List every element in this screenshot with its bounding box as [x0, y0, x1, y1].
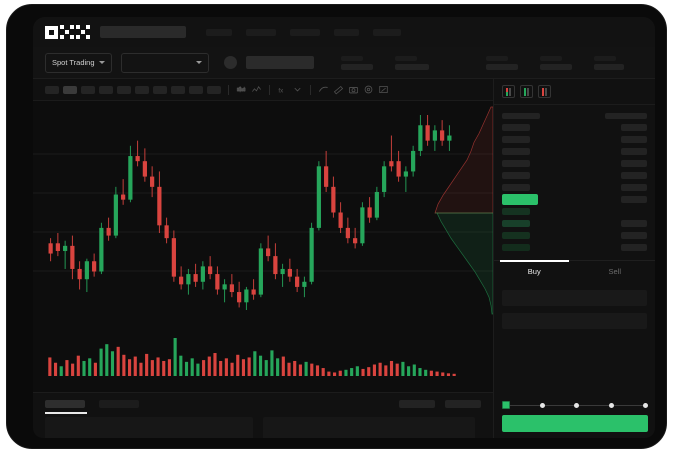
timeframe-button-6[interactable]	[135, 85, 149, 94]
orderbook-row-bid[interactable]	[502, 219, 647, 228]
timeframe-button-2[interactable]	[63, 85, 77, 94]
tab-open-orders[interactable]	[45, 400, 87, 414]
timeframe-button-4[interactable]	[99, 85, 113, 94]
candlestick-type-icon[interactable]	[236, 84, 247, 95]
stat-low	[485, 55, 518, 70]
candlestick-chart[interactable]	[33, 101, 493, 324]
tab-sell[interactable]: Sell	[575, 261, 656, 282]
timeframe-button-3[interactable]	[81, 85, 95, 94]
orderbook-column-headers	[502, 111, 647, 120]
chevron-down-icon	[98, 61, 105, 64]
step-0[interactable]	[502, 401, 510, 409]
order-form-tabs: Buy Sell	[494, 260, 655, 282]
tab-sell-label: Sell	[608, 267, 621, 276]
orders-empty-block-left	[45, 417, 253, 438]
indicators-icon[interactable]: fx	[277, 84, 288, 95]
trading-pair-selector[interactable]	[120, 52, 209, 73]
orderbook-row-ask[interactable]	[502, 123, 647, 132]
orderbook-row-bid[interactable]	[502, 243, 647, 252]
volume-chart[interactable]	[33, 324, 493, 392]
last-price-value	[245, 56, 314, 69]
svg-text:fx: fx	[278, 87, 284, 94]
action-hide-other-pairs[interactable]	[399, 400, 435, 408]
orderbook-view-bids-icon[interactable]	[520, 85, 533, 98]
spot-trading-selector[interactable]: Spot Trading	[45, 52, 112, 73]
toolbar-divider	[228, 84, 229, 95]
stat-volume-quote	[593, 55, 624, 70]
order-form-fields	[494, 282, 655, 337]
timeframe-button-10[interactable]	[207, 85, 221, 94]
place-buy-order-button[interactable]	[502, 415, 648, 432]
nav-item-2[interactable]	[246, 28, 276, 36]
step-25[interactable]	[539, 402, 545, 408]
tab-order-history[interactable]	[99, 400, 139, 408]
camera-icon[interactable]	[348, 84, 359, 95]
order-amount-stepper[interactable]	[502, 401, 648, 409]
nav-item-1[interactable]	[206, 28, 232, 36]
logo-letter-x	[76, 25, 90, 39]
stat-high	[394, 55, 429, 70]
nav-item-3[interactable]	[290, 28, 320, 36]
orderbook-panel: Buy Sell	[493, 79, 655, 438]
orderbook-row-ask[interactable]	[502, 171, 647, 180]
orderbook-view-mode-group	[494, 79, 655, 104]
orderbook-row-ask[interactable]	[502, 147, 647, 156]
action-cancel-all[interactable]	[445, 400, 481, 408]
timeframe-button-7[interactable]	[153, 85, 167, 94]
orderbook-view-asks-icon[interactable]	[538, 85, 551, 98]
orders-empty-block-right	[263, 417, 475, 438]
timeframe-button-9[interactable]	[189, 85, 203, 94]
nav-item-4[interactable]	[334, 28, 359, 36]
timeframe-button-5[interactable]	[117, 85, 131, 94]
orderbook-last-price-row	[502, 194, 647, 205]
tab-buy[interactable]: Buy	[494, 260, 575, 282]
stat-volume-base	[539, 55, 572, 70]
orderbook-bid-list	[502, 207, 647, 252]
order-price-field[interactable]	[502, 290, 647, 306]
orderbook-ask-list	[502, 123, 647, 192]
step-50[interactable]	[574, 402, 579, 408]
order-amount-field[interactable]	[502, 313, 647, 329]
app-screen: Spot Trading	[33, 17, 655, 438]
orderbook-row-ask[interactable]	[502, 135, 647, 144]
trendline-icon[interactable]	[318, 84, 329, 95]
orderbook-row-ask[interactable]	[502, 159, 647, 168]
tablet-device-frame: Spot Trading	[6, 4, 667, 449]
timeframe-button-8[interactable]	[171, 85, 185, 94]
orderbook-row-bid[interactable]	[502, 207, 647, 216]
okx-logo-icon[interactable]	[45, 25, 90, 39]
stat-change	[340, 55, 373, 70]
step-75[interactable]	[608, 402, 614, 408]
ruler-icon[interactable]	[333, 84, 344, 95]
timeframe-button-1[interactable]	[45, 85, 59, 94]
orderbook-row-ask[interactable]	[502, 183, 647, 192]
orderbook-view-both-icon[interactable]	[502, 85, 515, 98]
tab-buy-label: Buy	[527, 267, 541, 276]
step-100[interactable]	[643, 402, 648, 408]
market-sub-header: Spot Trading	[33, 47, 655, 79]
spot-trading-label: Spot Trading	[52, 58, 95, 67]
orders-panel	[33, 392, 493, 438]
fullscreen-icon[interactable]	[378, 84, 389, 95]
chart-toolbar: fx	[33, 79, 493, 101]
candlestick-chart-canvas	[33, 115, 493, 310]
orderbook-row-bid[interactable]	[502, 231, 647, 240]
logo-letter-o	[45, 25, 58, 39]
chevron-down-icon	[195, 61, 202, 64]
toolbar-divider	[310, 84, 311, 95]
compare-chevron-icon[interactable]	[292, 84, 303, 95]
search-input[interactable]	[100, 26, 186, 38]
depth-chart-overlay	[434, 106, 493, 315]
toolbar-divider	[269, 84, 270, 95]
logo-letter-k	[60, 25, 74, 39]
pair-coin-avatar	[223, 56, 237, 69]
volume-chart-canvas	[48, 338, 456, 376]
line-type-icon[interactable]	[251, 84, 262, 95]
settings-gear-icon[interactable]	[363, 84, 374, 95]
top-navigation-bar	[33, 17, 655, 47]
nav-item-5[interactable]	[373, 28, 401, 36]
